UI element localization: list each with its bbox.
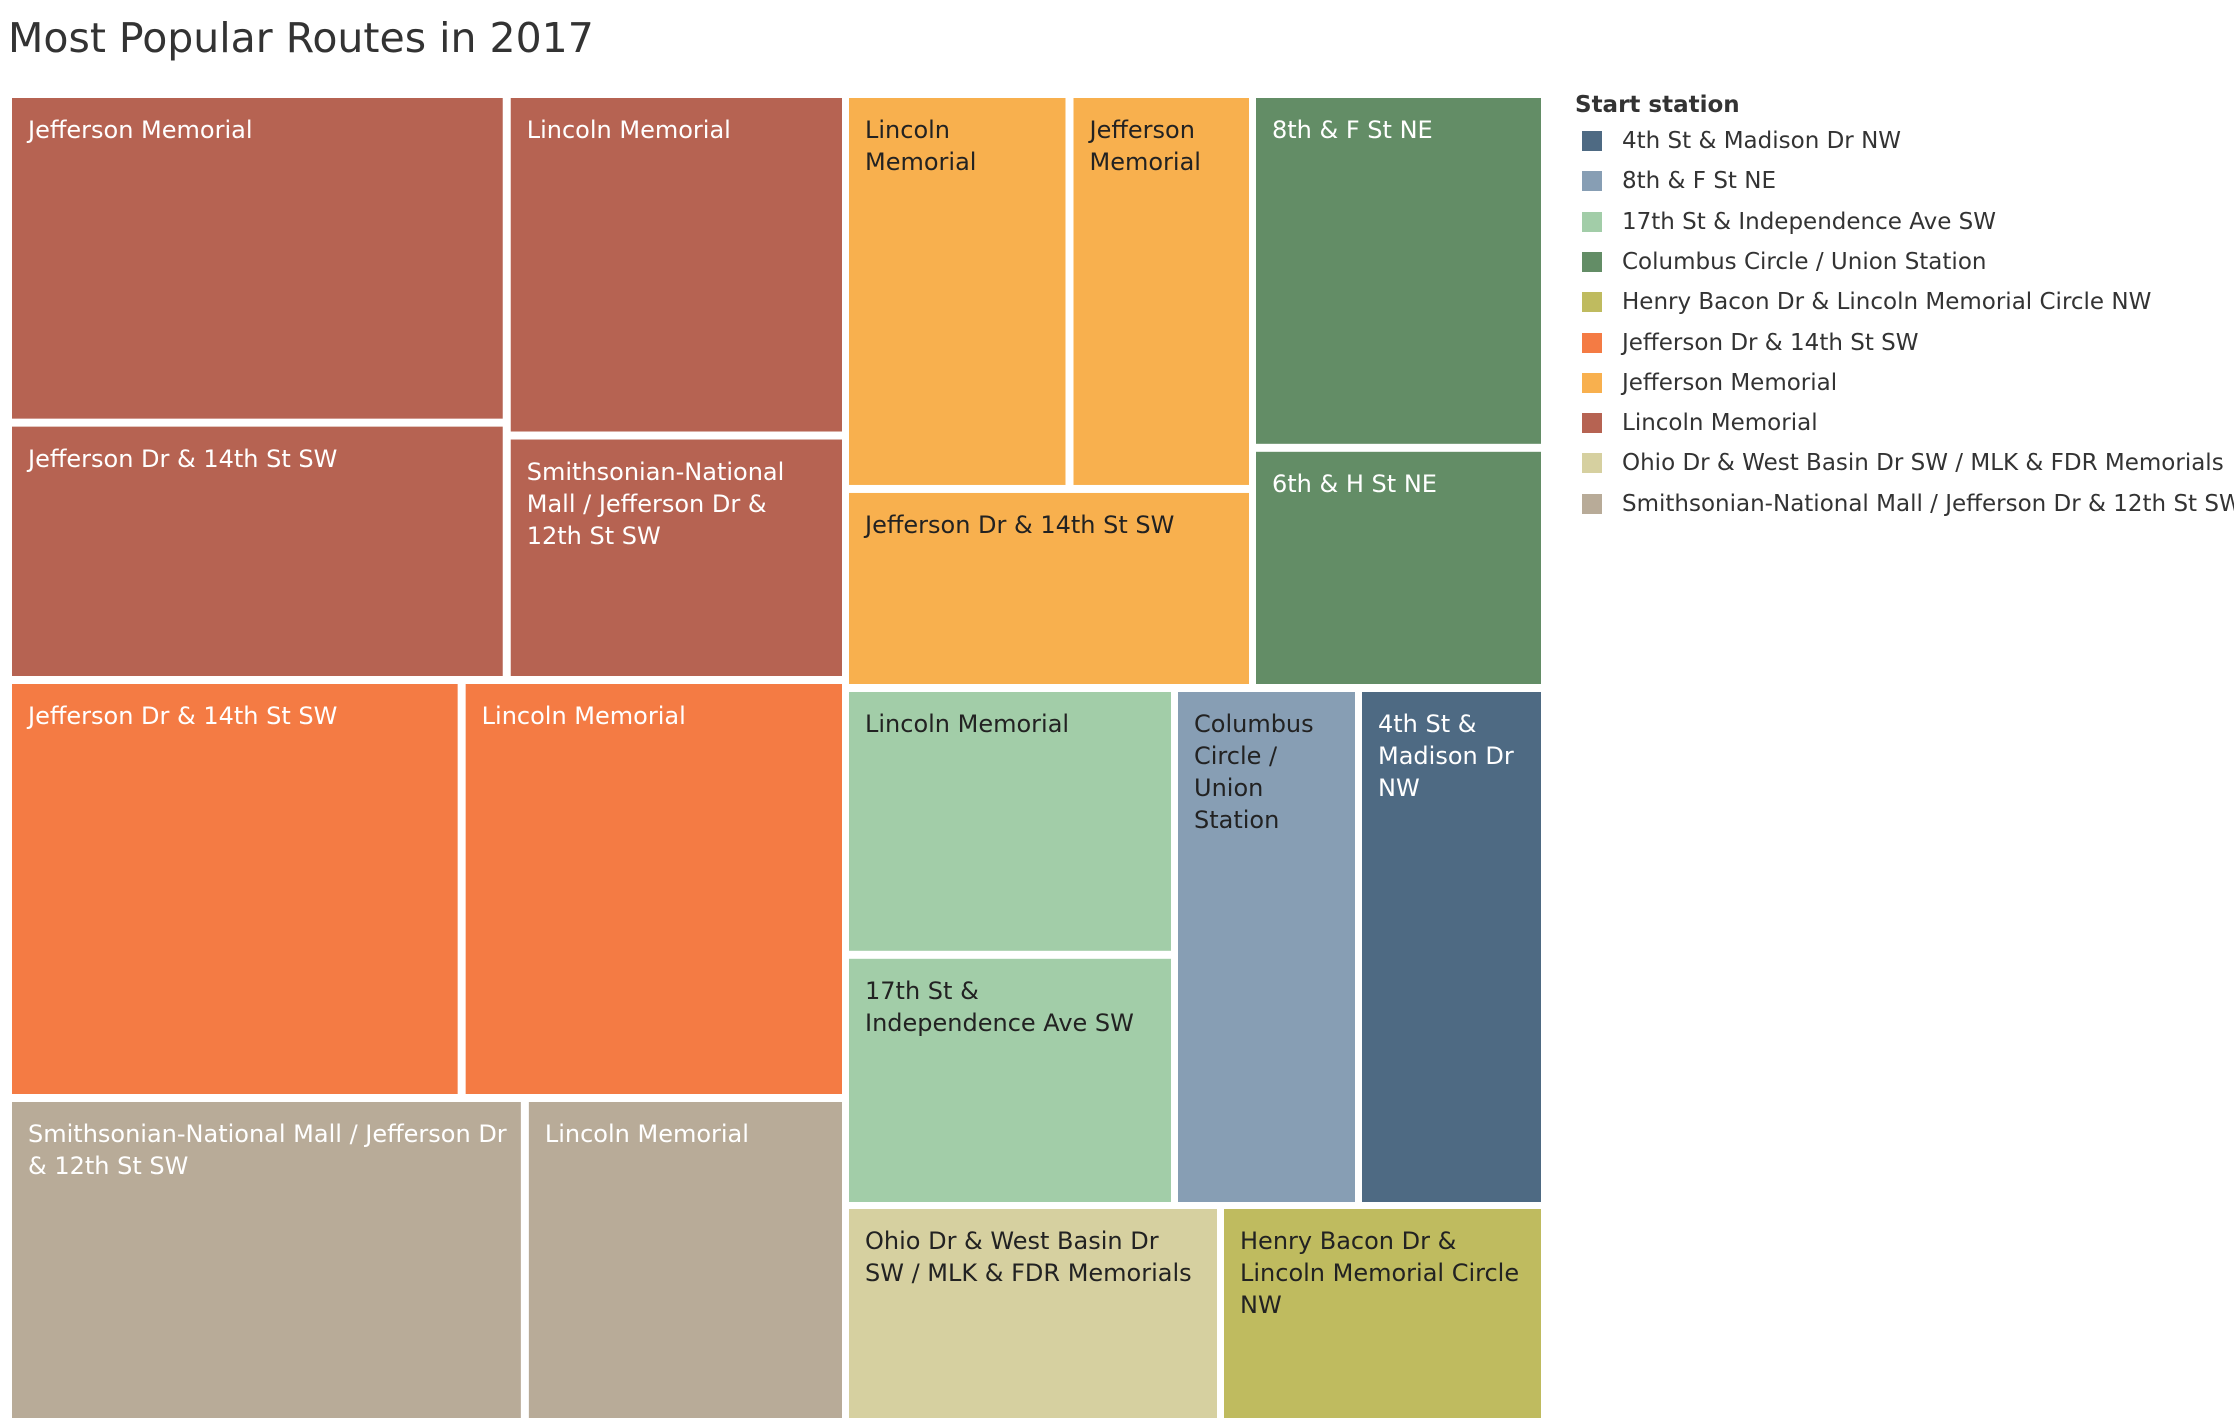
treemap-cell-jefferson-memorial-to-jefferson-dr-14th-st-sw[interactable] bbox=[849, 492, 1249, 684]
treemap-cell-smithsonian-national-mall-jefferson-dr-12th-st-sw-to-smithsonian-national-mall-jefferson-dr-12th-st-sw[interactable] bbox=[12, 1102, 521, 1418]
legend-label: 8th & F St NE bbox=[1622, 168, 1776, 195]
legend-swatch bbox=[1582, 251, 1602, 272]
legend-label: Henry Bacon Dr & Lincoln Memorial Circle… bbox=[1622, 289, 2152, 316]
legend-swatch bbox=[1582, 453, 1602, 474]
legend-label: Jefferson Dr & 14th St SW bbox=[1622, 329, 1919, 356]
legend-label: Smithsonian-National Mall / Jefferson Dr… bbox=[1622, 490, 2234, 517]
legend-swatch bbox=[1582, 171, 1602, 192]
treemap-cell-17th-st-independence-ave-sw-to-17th-st-independence-ave-sw[interactable] bbox=[849, 958, 1171, 1202]
treemap-cell-smithsonian-national-mall-jefferson-dr-12th-st-sw-to-lincoln-memorial[interactable] bbox=[528, 1102, 842, 1418]
legend-swatch bbox=[1582, 131, 1602, 151]
legend-swatch bbox=[1582, 211, 1602, 232]
legend-label: Ohio Dr & West Basin Dr SW / MLK & FDR M… bbox=[1622, 450, 2224, 477]
treemap-cell-ohio-dr-west-basin-dr-sw-mlk-fdr-memorials-to-ohio-dr-west-basin-dr-sw-mlk-fdr-memorials[interactable] bbox=[849, 1209, 1217, 1418]
chart-title: Most Popular Routes in 2017 bbox=[8, 14, 594, 62]
treemap-cell-jefferson-dr-14th-st-sw-to-jefferson-dr-14th-st-sw[interactable] bbox=[12, 684, 458, 1094]
treemap-cell-columbus-circle-union-station-to-8th-f-st-ne[interactable] bbox=[1256, 98, 1541, 444]
treemap-cell-lincoln-memorial-to-jefferson-dr-14th-st-sw[interactable] bbox=[12, 426, 503, 676]
legend-label: 17th St & Independence Ave SW bbox=[1622, 208, 1997, 235]
treemap-cell-jefferson-memorial-to-lincoln-memorial[interactable] bbox=[849, 98, 1066, 485]
legend-swatch bbox=[1582, 292, 1602, 313]
legend-label: 4th St & Madison Dr NW bbox=[1622, 128, 1902, 154]
treemap-cell-jefferson-dr-14th-st-sw-to-lincoln-memorial[interactable] bbox=[465, 684, 842, 1094]
treemap-cell-henry-bacon-dr-lincoln-memorial-circle-nw-to-henry-bacon-dr-lincoln-memorial-circle-nw[interactable] bbox=[1224, 1209, 1541, 1418]
treemap-cell-lincoln-memorial-to-lincoln-memorial[interactable] bbox=[510, 98, 842, 432]
treemap-cell-4th-st-madison-dr-nw-to-4th-st-madison-dr-nw[interactable] bbox=[1362, 692, 1541, 1202]
legend-swatch bbox=[1582, 372, 1602, 393]
treemap-cell-jefferson-memorial-to-jefferson-memorial[interactable] bbox=[1073, 98, 1249, 485]
legend-swatch bbox=[1582, 413, 1602, 434]
legend-swatch bbox=[1582, 332, 1602, 353]
treemap-cell-lincoln-memorial-to-jefferson-memorial[interactable] bbox=[12, 98, 503, 419]
treemap-cell-lincoln-memorial-to-smithsonian-national-mall-jefferson-dr-12th-st-sw[interactable] bbox=[510, 439, 842, 676]
legend-label: Jefferson Memorial bbox=[1622, 369, 1838, 396]
legend-label: Columbus Circle / Union Station bbox=[1622, 248, 1987, 275]
treemap-cell-17th-st-independence-ave-sw-to-lincoln-memorial[interactable] bbox=[849, 692, 1171, 951]
legend-label: Lincoln Memorial bbox=[1622, 410, 1818, 437]
treemap-cell-8th-f-st-ne-to-columbus-circle-union-station[interactable] bbox=[1178, 692, 1355, 1202]
legend-swatch bbox=[1582, 493, 1602, 514]
treemap-cell-columbus-circle-union-station-to-6th-h-st-ne[interactable] bbox=[1256, 451, 1541, 684]
legend-title: Start station bbox=[1575, 92, 1740, 118]
